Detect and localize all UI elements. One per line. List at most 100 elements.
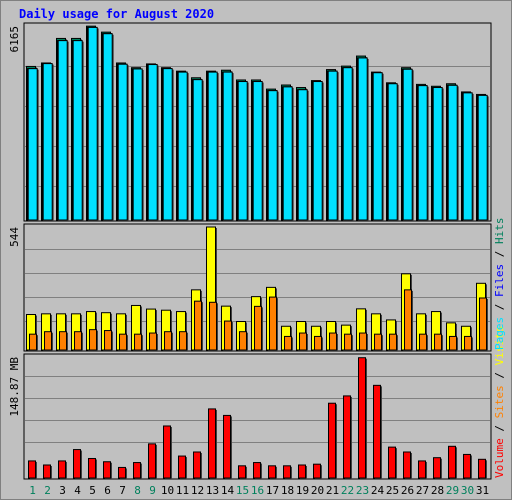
bar-volume-day-6 <box>103 461 111 479</box>
bar-sites-day-25 <box>389 333 397 351</box>
x-tick-day-22: 22 <box>341 484 354 497</box>
bar-sites-day-12 <box>194 300 202 351</box>
bar-sites-day-10 <box>164 331 172 351</box>
bar-volume-day-1 <box>28 460 36 479</box>
bar-sites-day-18 <box>284 335 292 351</box>
bar-pages-day-27 <box>417 85 428 221</box>
bar-pages-day-14 <box>222 71 233 221</box>
x-tick-day-10: 10 <box>161 484 174 497</box>
bar-sites-day-22 <box>344 333 352 351</box>
legend-separator: / <box>493 244 506 264</box>
x-tick-day-7: 7 <box>119 484 126 497</box>
bar-volume-day-13 <box>208 408 216 479</box>
chart-title: Daily usage for August 2020 <box>19 7 215 21</box>
bar-pages-day-6 <box>102 33 113 221</box>
bar-sites-day-20 <box>314 335 322 351</box>
bar-volume-day-22 <box>343 395 351 479</box>
x-tick-day-2: 2 <box>44 484 51 497</box>
bar-pages-day-9 <box>147 64 158 221</box>
bar-pages-day-21 <box>327 70 338 221</box>
bar-volume-day-16 <box>253 462 261 479</box>
legend-separator: / <box>493 418 506 438</box>
bar-sites-day-1 <box>29 333 37 351</box>
bar-pages-day-29 <box>447 84 458 221</box>
legend-separator: / <box>493 365 506 385</box>
panel-1-scale-label: 6165 <box>8 26 21 53</box>
bar-pages-day-8 <box>132 68 143 221</box>
bar-sites-day-3 <box>59 331 67 351</box>
legend-volume: Volume <box>493 438 506 478</box>
bar-pages-day-11 <box>177 71 188 221</box>
x-tick-day-1: 1 <box>29 484 36 497</box>
bar-sites-day-7 <box>119 333 127 351</box>
panel-3-frame <box>23 353 492 480</box>
legend-pages-files-hits: Pages / Files / Hits <box>493 218 506 351</box>
bar-volume-day-31 <box>478 458 486 479</box>
x-tick-day-27: 27 <box>416 484 429 497</box>
bar-pages-day-24 <box>372 72 383 221</box>
bar-pages-day-23 <box>357 57 368 221</box>
x-tick-day-23: 23 <box>356 484 369 497</box>
x-tick-day-31: 31 <box>476 484 489 497</box>
x-tick-day-4: 4 <box>74 484 81 497</box>
x-tick-day-19: 19 <box>296 484 309 497</box>
bar-volume-day-26 <box>403 451 411 479</box>
bar-volume-day-25 <box>388 446 396 479</box>
bar-volume-day-24 <box>373 384 381 479</box>
bar-pages-day-5 <box>87 26 98 221</box>
bar-pages-day-10 <box>162 68 173 221</box>
bar-volume-day-19 <box>298 464 306 479</box>
bar-volume-day-5 <box>88 457 96 479</box>
x-tick-day-11: 11 <box>176 484 189 497</box>
legend-sites: Sites <box>493 385 506 418</box>
x-tick-day-16: 16 <box>251 484 264 497</box>
x-tick-day-30: 30 <box>461 484 474 497</box>
x-tick-day-12: 12 <box>191 484 204 497</box>
bar-pages-day-22 <box>342 67 353 221</box>
bar-sites-day-17 <box>269 296 277 351</box>
bar-volume-day-7 <box>118 466 126 479</box>
bar-volume-day-27 <box>418 460 426 479</box>
bar-volume-day-8 <box>133 462 141 479</box>
bar-volume-day-12 <box>193 451 201 479</box>
bar-volume-day-21 <box>328 402 336 479</box>
x-tick-day-20: 20 <box>311 484 324 497</box>
bar-volume-day-20 <box>313 463 321 479</box>
x-tick-day-6: 6 <box>104 484 111 497</box>
bar-pages-day-17 <box>267 90 278 221</box>
legend-files: Files <box>493 264 506 297</box>
x-tick-day-17: 17 <box>266 484 279 497</box>
bar-sites-day-14 <box>224 320 232 351</box>
x-tick-day-5: 5 <box>89 484 96 497</box>
bar-pages-day-20 <box>312 81 323 221</box>
x-tick-day-9: 9 <box>149 484 156 497</box>
bar-sites-day-9 <box>149 332 157 351</box>
bar-pages-day-12 <box>192 79 203 221</box>
bar-pages-day-30 <box>462 92 473 221</box>
bar-volume-day-11 <box>178 455 186 479</box>
bar-volume-day-29 <box>448 445 456 479</box>
x-tick-day-18: 18 <box>281 484 294 497</box>
bar-volume-day-28 <box>433 457 441 479</box>
x-tick-day-26: 26 <box>401 484 414 497</box>
bar-volume-day-30 <box>463 453 471 479</box>
bar-volume-day-3 <box>58 460 66 479</box>
bar-pages-day-4 <box>72 40 83 221</box>
bar-pages-day-7 <box>117 63 128 221</box>
bar-sites-day-5 <box>89 329 97 351</box>
bar-sites-day-6 <box>104 330 112 351</box>
bar-pages-day-3 <box>57 40 68 221</box>
bar-volume-day-23 <box>358 357 366 479</box>
bar-sites-day-28 <box>434 333 442 351</box>
bar-volume-day-4 <box>73 449 81 479</box>
bar-pages-day-19 <box>297 89 308 221</box>
bar-pages-day-18 <box>282 86 293 221</box>
legend-visits: Visits <box>493 326 506 366</box>
bar-pages-day-26 <box>402 68 413 221</box>
bar-sites-day-16 <box>254 305 262 351</box>
legend-separator: / <box>493 297 506 317</box>
bar-sites-day-31 <box>479 297 487 351</box>
bar-volume-day-10 <box>163 425 171 479</box>
bar-sites-day-15 <box>239 331 247 351</box>
